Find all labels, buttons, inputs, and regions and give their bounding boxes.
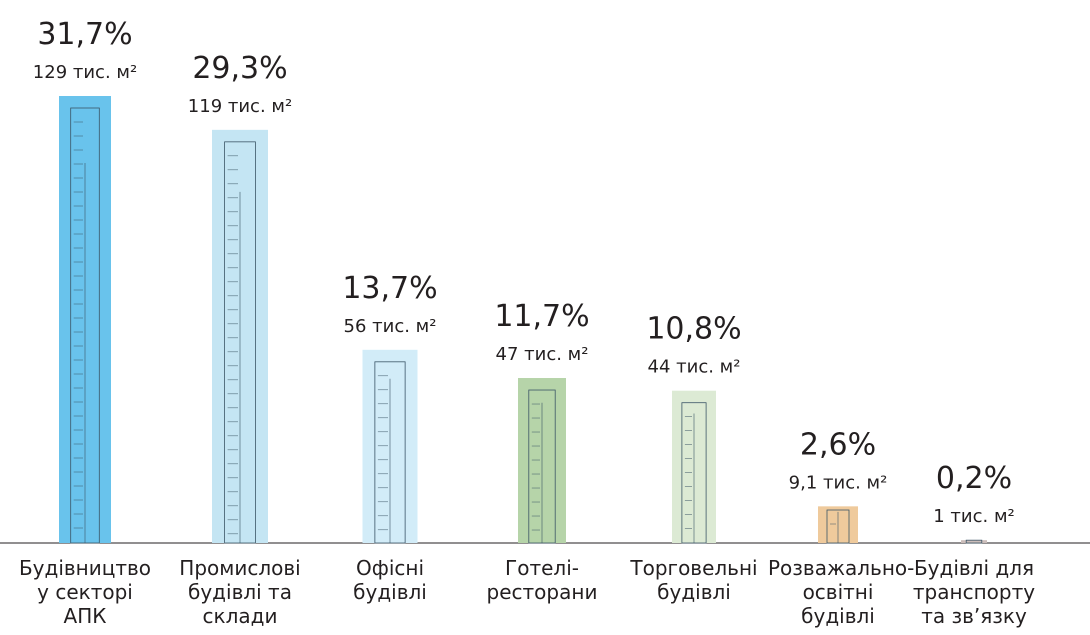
area-label: 1 тис. м² (933, 506, 1015, 527)
category-label: Будівництво у секторі АПК (18, 556, 152, 628)
bar (961, 540, 987, 543)
value-label: 13,7% (342, 271, 437, 306)
building-outline (965, 539, 983, 544)
value-label: 2,6% (800, 427, 876, 462)
area-label: 44 тис. м² (648, 357, 741, 378)
area-label: 56 тис. м² (344, 316, 437, 337)
value-label: 29,3% (192, 51, 287, 86)
area-label: 129 тис. м² (33, 62, 137, 83)
category-label: Готелі-ресторани (486, 556, 598, 604)
area-label: 47 тис. м² (496, 344, 589, 365)
area-label: 9,1 тис. м² (789, 472, 888, 493)
category-label: Будівлі для транспорту та зв’язку (912, 556, 1036, 628)
area-label: 119 тис. м² (188, 96, 292, 117)
value-label: 10,8% (646, 312, 741, 347)
value-label: 0,2% (936, 461, 1012, 496)
category-label: Офісні будівлі (353, 556, 427, 604)
category-label: Торговельні будівлі (630, 556, 758, 604)
value-label: 11,7% (494, 299, 589, 334)
category-label: Промислові будівлі та склади (179, 556, 301, 628)
value-label: 31,7% (37, 17, 132, 52)
category-label: Розважально-освітні будівлі (768, 556, 915, 628)
